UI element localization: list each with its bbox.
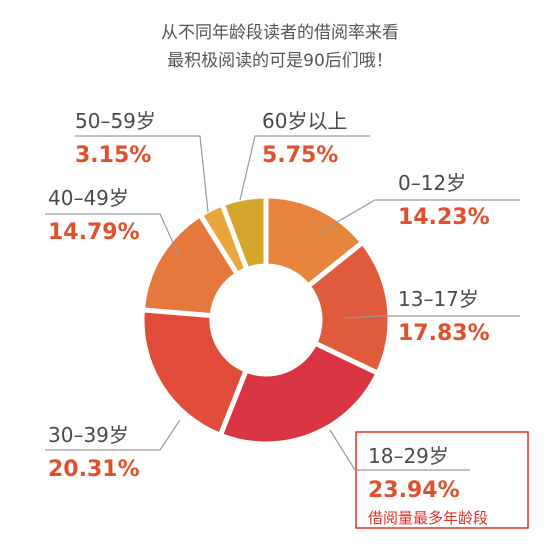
value-label: 5.75% xyxy=(262,143,338,168)
donut-segment xyxy=(139,307,250,439)
highlight-box xyxy=(355,431,529,529)
leader-line xyxy=(45,419,181,451)
value-label: 14.23% xyxy=(398,205,490,230)
leader-line xyxy=(344,315,520,319)
donut-segment xyxy=(304,238,393,377)
value-label: 17.83% xyxy=(398,321,490,346)
leader-line xyxy=(329,429,470,471)
donut-segment xyxy=(217,339,382,447)
annotation: 借阅量最多年龄段 xyxy=(368,509,488,527)
leader-line xyxy=(239,135,370,201)
category-label: 60岁以上 xyxy=(262,109,347,133)
value-label: 3.15% xyxy=(75,143,151,168)
category-label: 50–59岁 xyxy=(75,109,156,133)
leader-line xyxy=(45,213,181,259)
value-label: 23.94% xyxy=(368,478,460,503)
category-label: 30–39岁 xyxy=(48,423,129,447)
leader-line xyxy=(319,199,520,233)
chart-subtitle: 最积极阅读的可是90后们哦！ xyxy=(167,51,393,71)
leader-line xyxy=(75,135,209,213)
chart-title: 从不同年龄段读者的借阅率来看 xyxy=(161,23,399,43)
value-label: 20.31% xyxy=(48,457,140,482)
category-label: 40–49岁 xyxy=(48,186,129,210)
category-label: 13–17岁 xyxy=(398,287,479,311)
value-label: 14.79% xyxy=(48,220,140,245)
donut-segment xyxy=(218,193,269,273)
category-label: 0–12岁 xyxy=(398,171,466,195)
category-label: 18–29岁 xyxy=(368,444,449,468)
